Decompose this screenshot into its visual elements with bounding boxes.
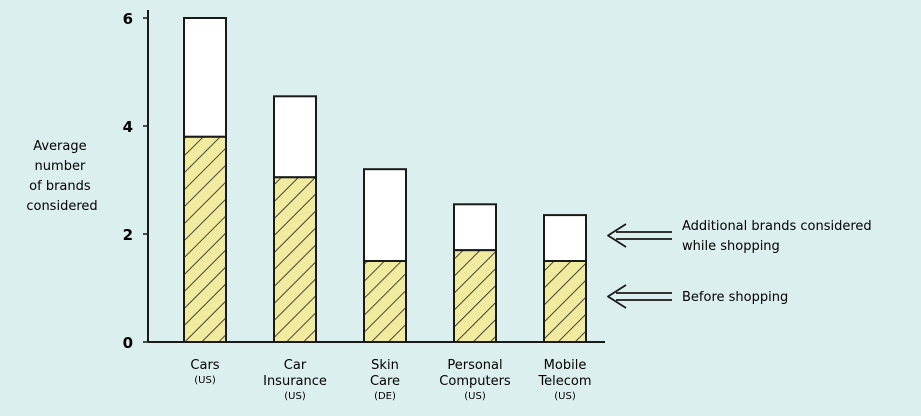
x-tick-label: Cars	[190, 358, 219, 373]
legend-arrow-additional	[607, 223, 672, 248]
y-axis-label-line: of brands	[29, 179, 91, 194]
y-axis-label: Average number of brands considered	[26, 139, 97, 214]
x-tick-label: Computers	[439, 374, 511, 389]
x-tick-region-label: (US)	[464, 391, 486, 402]
y-tick-label: 4	[123, 118, 133, 136]
x-tick-region-label: (US)	[284, 391, 306, 402]
legend-label-additional: Additional brands considered while shopp…	[682, 219, 876, 254]
y-tick-label: 2	[123, 226, 133, 244]
bar-additional	[183, 17, 227, 138]
x-tick-label: Telecom	[537, 374, 591, 389]
y-axis-label-line: number	[35, 159, 86, 174]
x-tick-region-label: (DE)	[374, 391, 396, 402]
legend-label-before: Before shopping	[682, 290, 788, 305]
y-tick-label: 6	[123, 10, 133, 28]
x-tick-region-label: (US)	[554, 391, 576, 402]
x-tick-label: Car	[284, 358, 307, 373]
bar-before-shopping	[183, 135, 227, 343]
bar-additional	[363, 168, 407, 262]
x-tick-label: Personal	[447, 358, 502, 373]
legend-arrow-before	[607, 284, 672, 309]
x-tick-label: Care	[370, 374, 400, 389]
bar-additional	[543, 214, 587, 263]
x-tick-label: Mobile	[544, 358, 587, 373]
x-tick-label: Insurance	[263, 374, 327, 389]
y-axis-label-line: considered	[26, 199, 97, 214]
y-axis-label-line: Average	[33, 139, 86, 154]
legend: Additional brands considered while shopp…	[607, 219, 876, 309]
x-tick-region-label: (US)	[194, 375, 216, 386]
bar-before-shopping	[543, 260, 587, 343]
bar-before-shopping	[453, 249, 497, 343]
y-tick-label: 0	[123, 334, 133, 352]
x-tick-label: Skin	[371, 358, 399, 373]
bar-additional	[453, 203, 497, 252]
bar-before-shopping	[363, 260, 407, 343]
bar-additional	[273, 95, 317, 179]
bar-before-shopping	[273, 176, 317, 343]
